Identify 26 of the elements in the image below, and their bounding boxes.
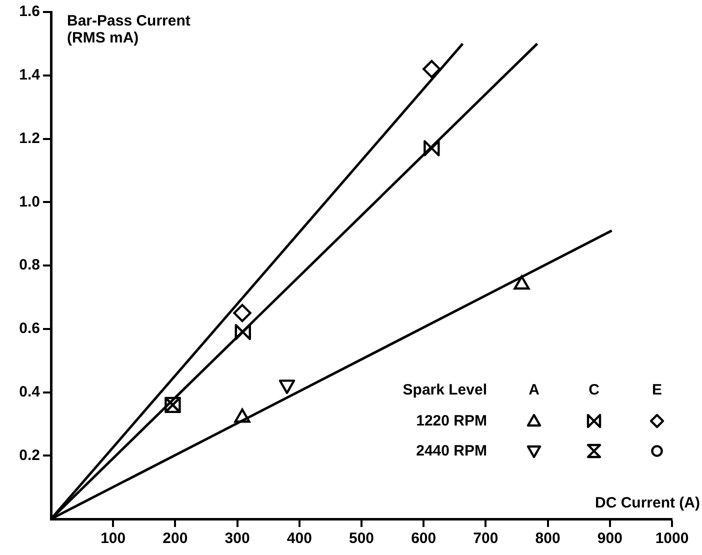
x-tick-label: 300	[224, 530, 250, 548]
y-tick-label: 0.6	[19, 320, 40, 338]
y-tick-label: 1.0	[19, 193, 40, 210]
x-axis-title: DC Current (A)	[595, 494, 700, 512]
annotation: E	[652, 382, 662, 398]
x-tick-label: 100	[100, 530, 126, 548]
y-tick-label: 0.2	[19, 446, 40, 464]
legend-title: Spark Level	[402, 382, 487, 398]
x-tick-label: 400	[286, 530, 312, 548]
x-tick-label: 500	[348, 530, 374, 548]
x-tick-label: 600	[411, 530, 436, 548]
y-axis-title: Bar-Pass Current (RMS mA)	[67, 12, 190, 47]
x-tick-label: 700	[473, 530, 498, 548]
y-tick-label: 0.4	[19, 383, 41, 400]
y-tick-label: 1.4	[19, 66, 41, 84]
x-tick-label: 1000	[655, 530, 689, 548]
annotation: 1220 RPM	[416, 412, 487, 430]
x-tick-label: 200	[162, 530, 188, 548]
annotation: C	[588, 382, 600, 398]
y-tick-label: 1.6	[19, 3, 40, 20]
annotation: 2440 RPM	[416, 442, 487, 460]
annotation: A	[528, 382, 540, 398]
y-tick-label: 1.2	[19, 130, 40, 147]
x-tick-label: 900	[597, 530, 622, 548]
y-tick-label: 0.8	[19, 256, 40, 274]
x-tick-label: 800	[535, 530, 560, 548]
